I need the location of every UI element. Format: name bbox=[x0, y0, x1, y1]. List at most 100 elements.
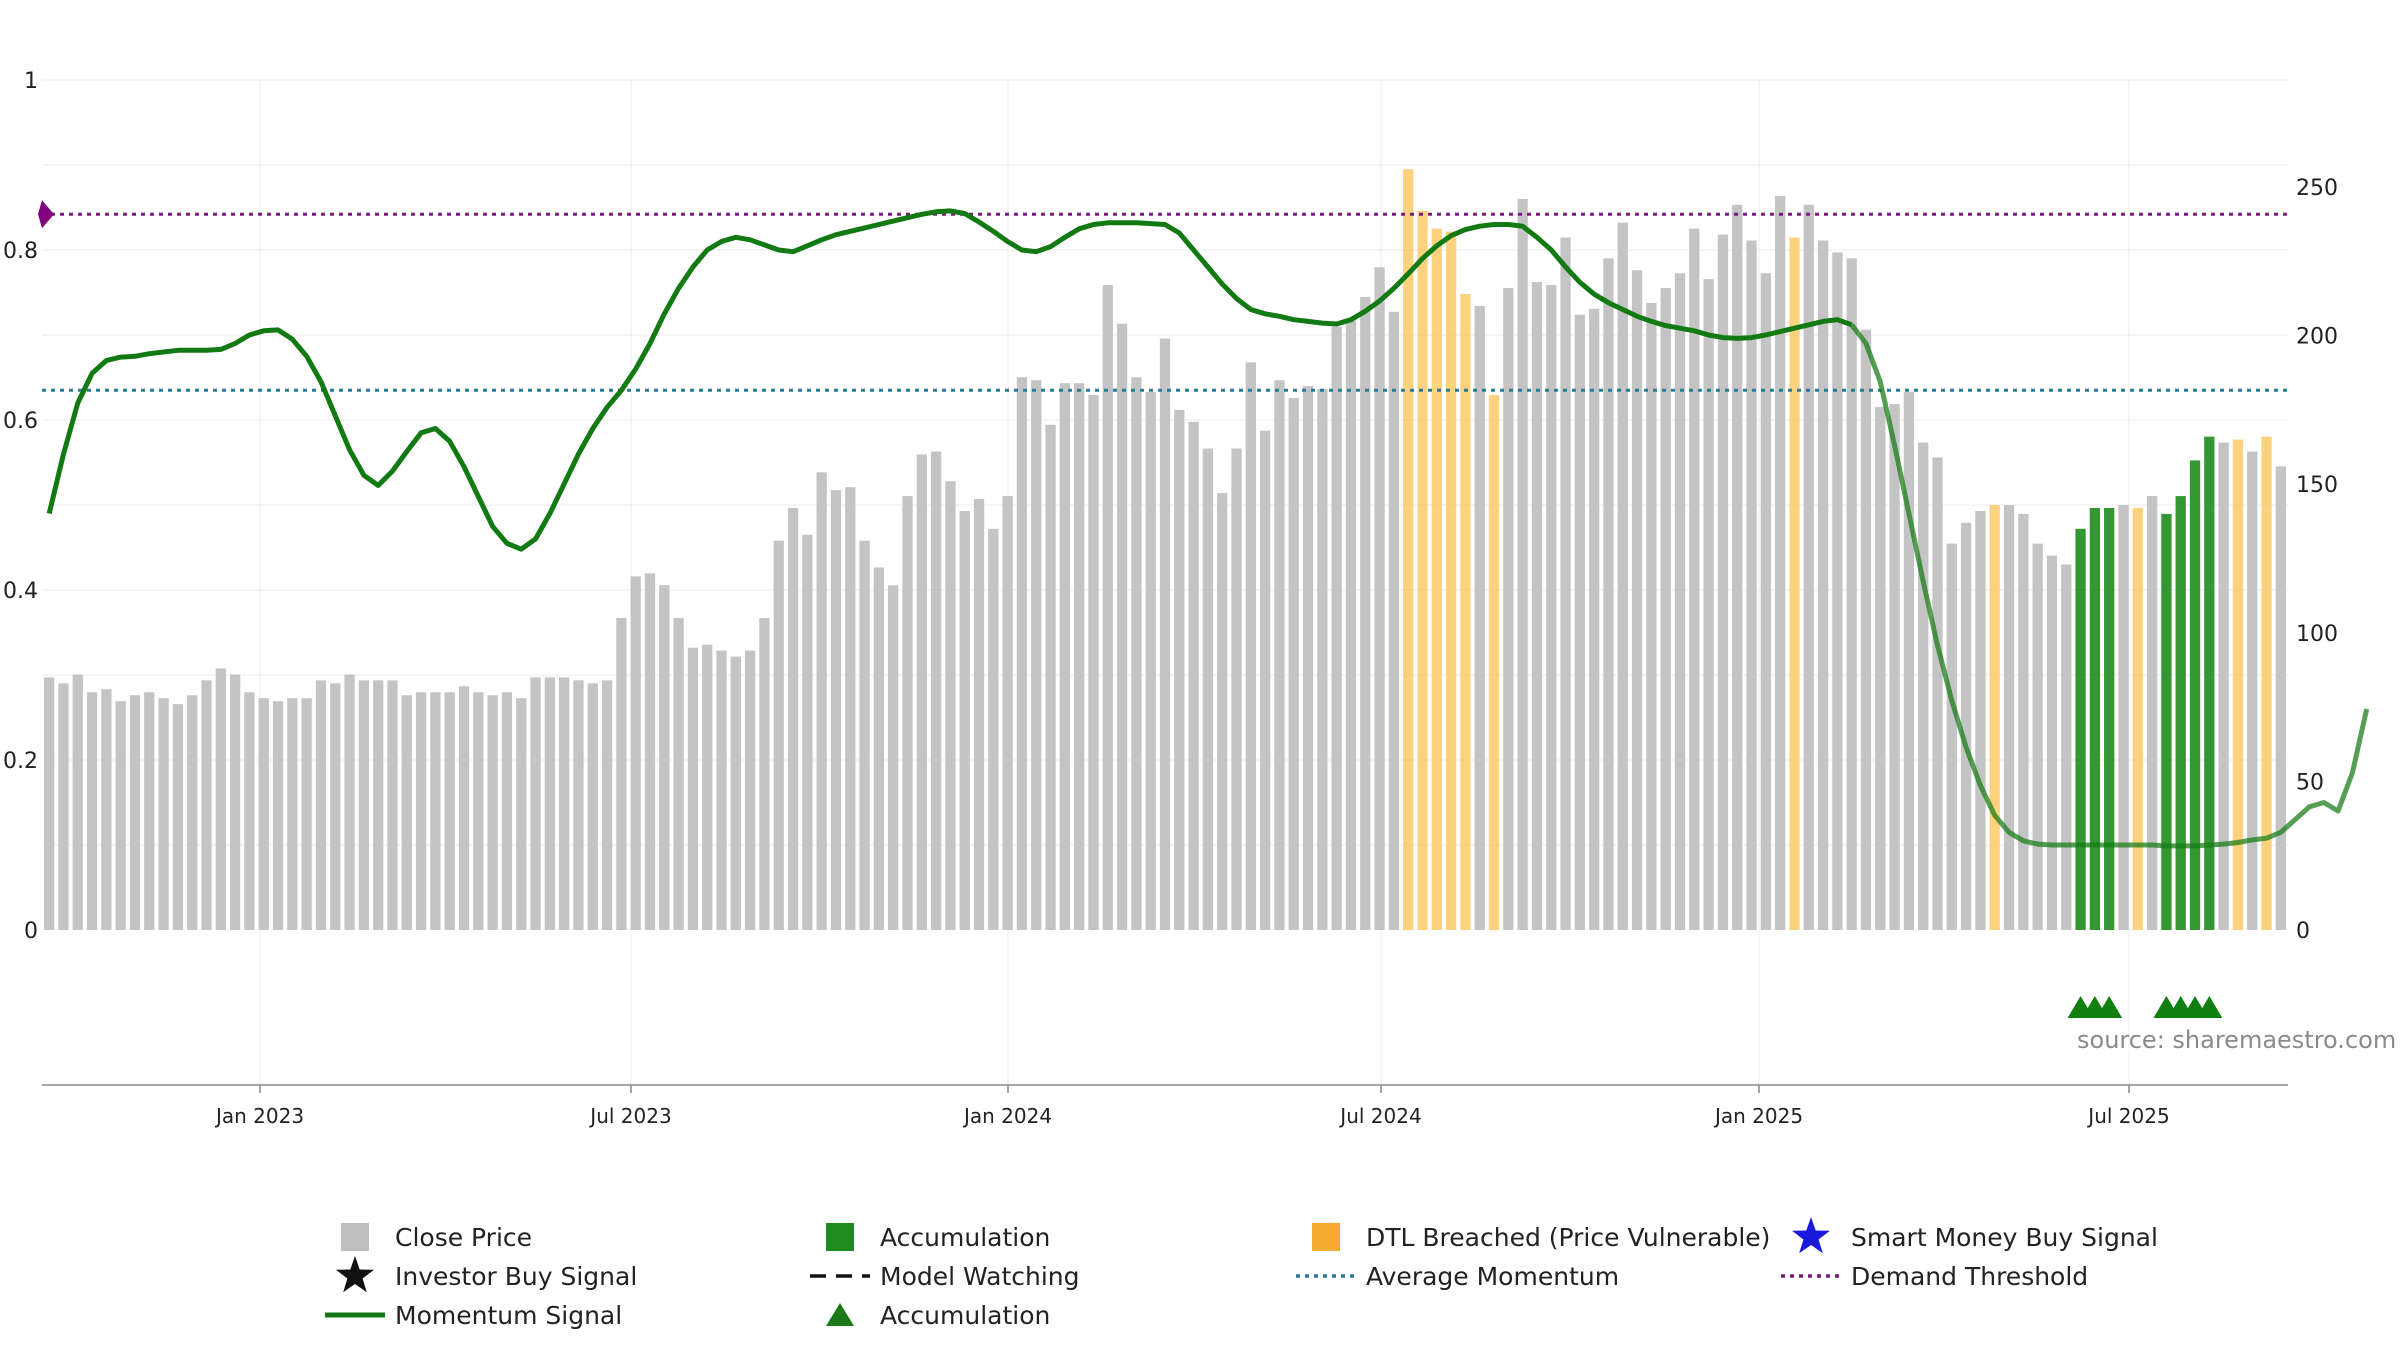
close-price-bar bbox=[2118, 505, 2129, 930]
close-price-bar bbox=[1045, 424, 1056, 930]
close-price-bar bbox=[358, 680, 370, 930]
legend-item: Smart Money Buy Signal bbox=[1792, 1217, 2158, 1254]
legend-item: Accumulation bbox=[826, 1223, 1050, 1252]
close-price-bar bbox=[544, 677, 556, 930]
dtl-breached-bar bbox=[1460, 293, 1471, 930]
dtl-breached-bar bbox=[1403, 169, 1414, 931]
legend-label: DTL Breached (Price Vulnerable) bbox=[1366, 1223, 1770, 1252]
close-price-bar bbox=[1860, 329, 1872, 930]
legend-item: DTL Breached (Price Vulnerable) bbox=[1312, 1223, 1770, 1252]
accumulation-bar bbox=[2075, 528, 2086, 930]
close-price-bar bbox=[1388, 311, 1400, 930]
close-price-bar bbox=[2146, 496, 2158, 930]
accumulation-bar bbox=[2204, 436, 2215, 930]
x-tick-label: Jul 2023 bbox=[588, 1104, 671, 1128]
close-price-bar bbox=[229, 674, 241, 930]
accumulation-triangle bbox=[2196, 996, 2223, 1018]
close-price-bar bbox=[1345, 320, 1357, 930]
close-price-bar bbox=[1717, 234, 1729, 930]
close-price-bar bbox=[172, 704, 184, 930]
close-price-bar bbox=[2046, 555, 2058, 930]
close-price-bar bbox=[988, 528, 999, 930]
close-price-bar bbox=[1274, 380, 1285, 931]
accumulation-bar bbox=[2161, 513, 2172, 930]
momentum-signal-line bbox=[46, 208, 2370, 849]
close-price-bar bbox=[702, 644, 713, 930]
close-price-bar bbox=[373, 680, 384, 930]
close-price-bar bbox=[830, 490, 842, 930]
close-price-bar bbox=[1031, 380, 1042, 931]
legend-item: Demand Threshold bbox=[1781, 1262, 2088, 1291]
close-price-bar bbox=[945, 481, 956, 930]
close-price-bar bbox=[1546, 285, 1557, 930]
close-price-bar bbox=[916, 454, 927, 930]
close-price-bar bbox=[744, 650, 756, 930]
close-price-bar bbox=[258, 698, 269, 930]
close-price-bar bbox=[1302, 386, 1314, 930]
close-price-bar bbox=[888, 585, 899, 930]
close-price-bar bbox=[1503, 288, 1514, 930]
close-price-bar bbox=[1817, 240, 1829, 931]
close-price-bar bbox=[1875, 406, 1886, 930]
legend-item: Average Momentum bbox=[1296, 1262, 1619, 1291]
x-axis-ticks: Jan 2023 Jul 2023 Jan 2024 Jul 2024 Jan 2025… bbox=[214, 1085, 2170, 1128]
close-price-bar bbox=[1202, 448, 1214, 930]
close-price-bar bbox=[401, 695, 412, 930]
x-tick-label: Jan 2023 bbox=[214, 1104, 304, 1128]
close-price-bar bbox=[1574, 314, 1586, 930]
close-price-bar bbox=[86, 692, 98, 930]
momentum-signal-faded bbox=[1849, 323, 2370, 849]
close-price-bar bbox=[1259, 430, 1271, 930]
close-price-bar bbox=[859, 540, 870, 930]
close-price-bar bbox=[487, 695, 498, 930]
close-price-bar bbox=[1803, 204, 1814, 930]
legend-label: Demand Threshold bbox=[1851, 1262, 2088, 1291]
legend-square-icon bbox=[341, 1223, 369, 1251]
close-price-bar bbox=[1732, 204, 1743, 930]
right-axis-ticks: 0 50 100 150 200 250 bbox=[2296, 176, 2338, 944]
close-price-bar bbox=[1002, 496, 1013, 930]
close-price-bar bbox=[1689, 228, 1700, 931]
close-price-bar bbox=[773, 540, 784, 930]
close-price-bar bbox=[444, 692, 455, 930]
source-label: source: sharemaestro.com bbox=[2077, 1026, 2396, 1054]
legend-label: Average Momentum bbox=[1366, 1262, 1619, 1291]
right-tick-label: 50 bbox=[2296, 770, 2324, 795]
x-tick-label: Jul 2024 bbox=[1338, 1104, 1421, 1128]
close-price-bar bbox=[387, 680, 398, 930]
legend-label: Investor Buy Signal bbox=[395, 1262, 637, 1291]
close-price-bar bbox=[144, 692, 155, 930]
right-tick-label: 200 bbox=[2296, 325, 2338, 350]
legend-item: Model Watching bbox=[810, 1262, 1080, 1291]
close-price-bar bbox=[601, 680, 613, 930]
dtl-breached-bar bbox=[1417, 210, 1428, 930]
close-price-bar bbox=[1360, 296, 1371, 931]
left-tick-label: 0.6 bbox=[3, 409, 38, 434]
close-price-bar bbox=[787, 507, 799, 930]
close-price-bar bbox=[1674, 273, 1686, 930]
close-price-bar bbox=[501, 692, 513, 930]
legend-label: Momentum Signal bbox=[395, 1301, 622, 1330]
close-price-bar bbox=[1660, 288, 1671, 930]
close-price-bar bbox=[1288, 398, 1299, 931]
close-price-bar bbox=[573, 680, 584, 930]
close-price-bar bbox=[415, 692, 427, 930]
close-price-bar bbox=[1331, 326, 1342, 930]
demand-threshold-marker bbox=[38, 200, 54, 229]
legend: Close Price Accumulation DTL Breached (Pri… bbox=[325, 1217, 2158, 1330]
right-tick-label: 0 bbox=[2296, 919, 2310, 944]
legend-square-icon bbox=[1312, 1223, 1340, 1251]
price-bars bbox=[44, 169, 2286, 931]
close-price-bar bbox=[1317, 389, 1328, 930]
accumulation-markers bbox=[2067, 996, 2223, 1018]
close-price-bar bbox=[287, 698, 298, 930]
left-tick-label: 0.4 bbox=[3, 579, 38, 604]
close-price-bar bbox=[101, 689, 112, 930]
close-price-bar bbox=[1932, 457, 1943, 930]
close-price-bar bbox=[644, 573, 656, 930]
close-price-bar bbox=[1474, 305, 1485, 930]
close-price-bar bbox=[430, 692, 441, 930]
x-tick-label: Jan 2025 bbox=[1713, 1104, 1803, 1128]
close-price-bar bbox=[315, 680, 327, 930]
close-price-bar bbox=[1245, 362, 1256, 930]
